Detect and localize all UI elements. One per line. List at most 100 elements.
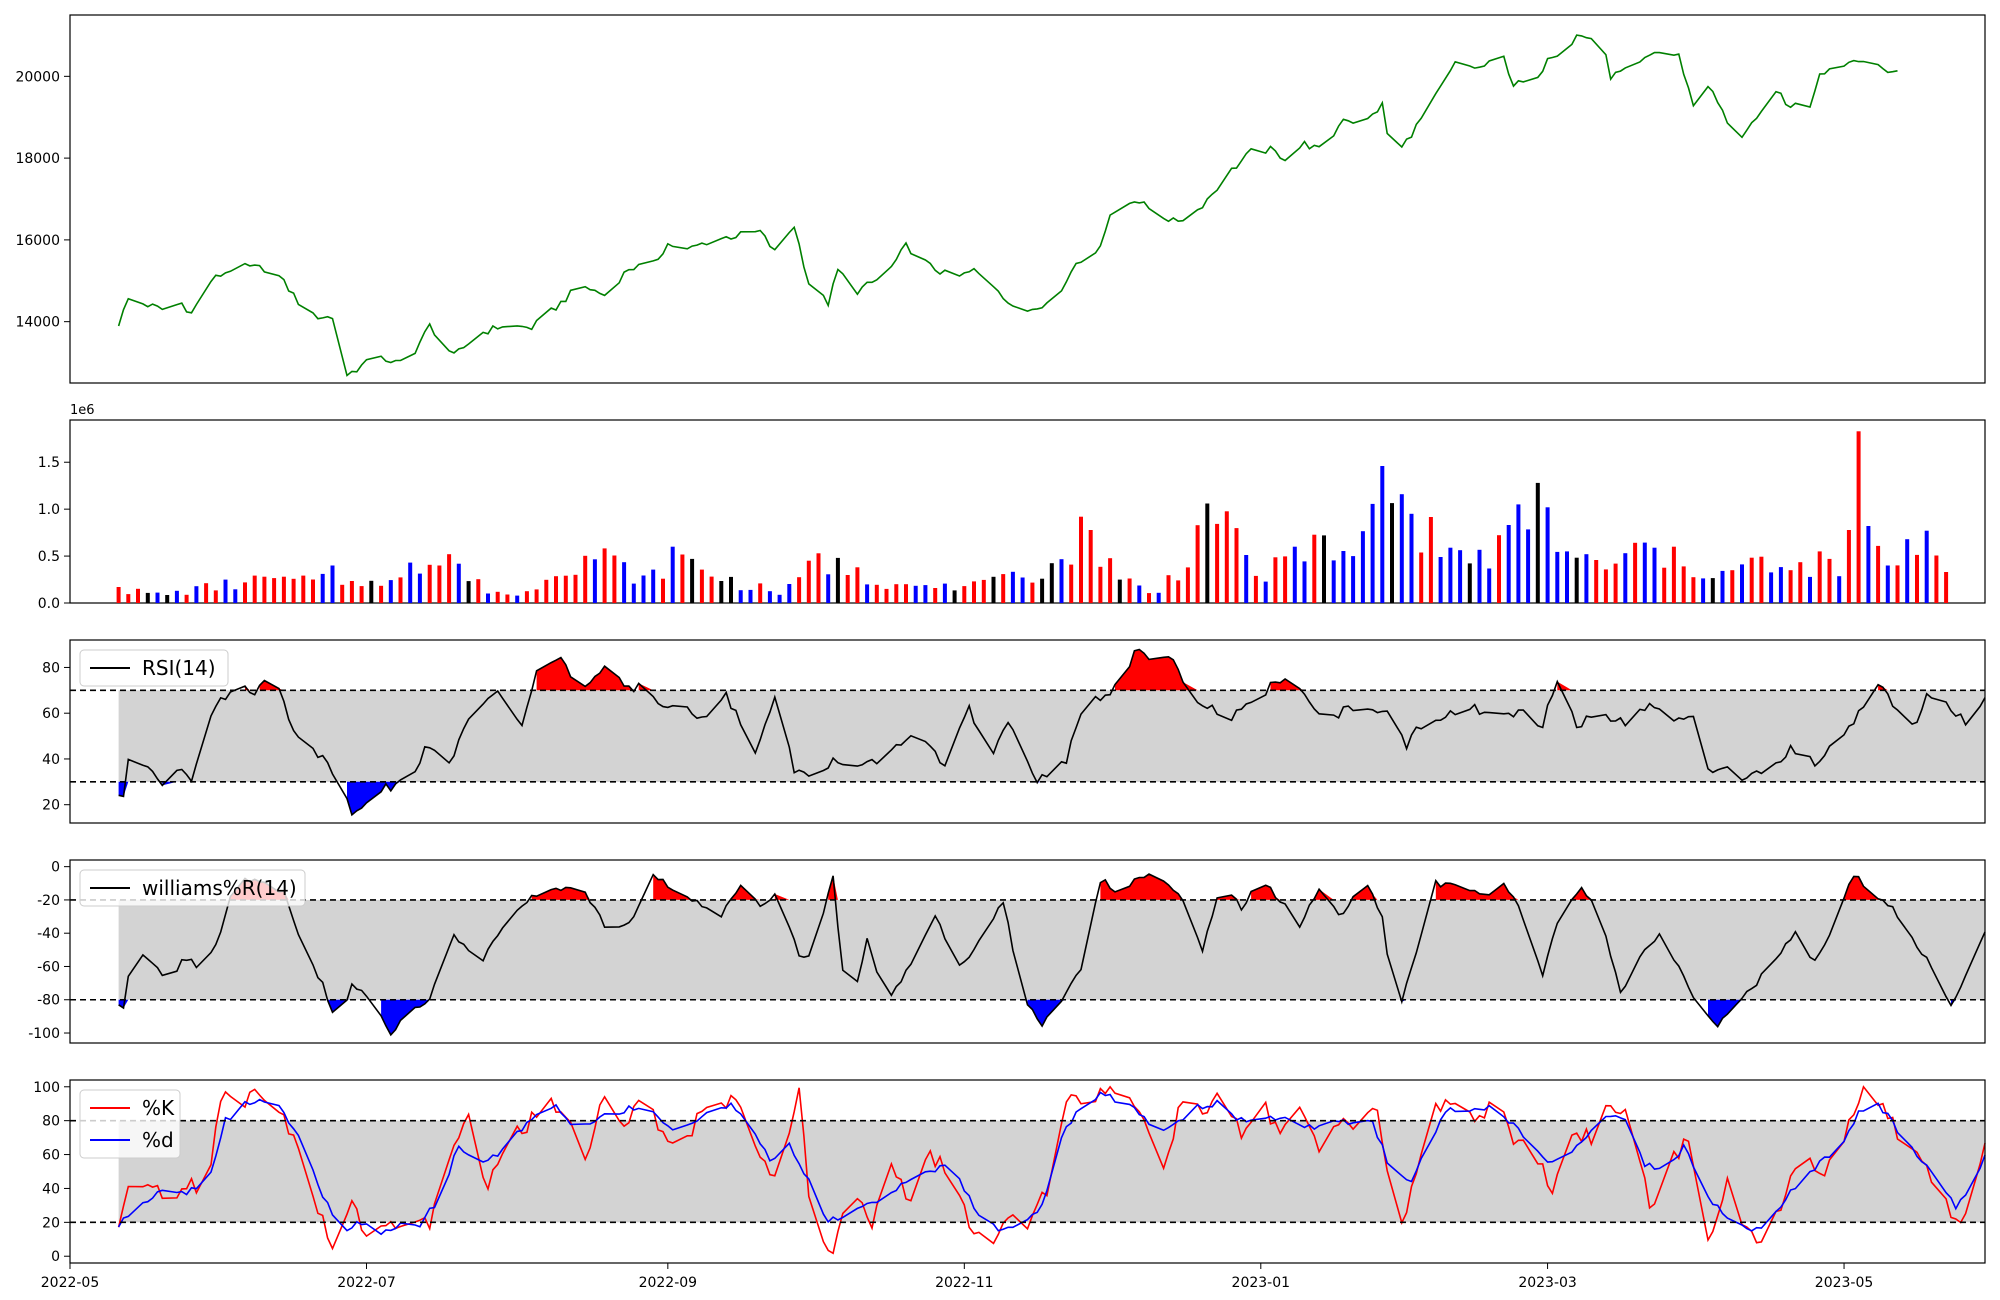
volume-bar — [1808, 576, 1812, 603]
volume-bar — [1020, 577, 1025, 603]
volume-bar — [1292, 546, 1297, 603]
volume-bar — [1545, 507, 1550, 603]
volume-bar — [1603, 569, 1608, 603]
volume-bar — [602, 548, 607, 603]
rsi-ytick-label: 40 — [42, 752, 60, 768]
volume-bar — [1205, 503, 1210, 603]
volume-bar — [1720, 570, 1725, 603]
volume-bar — [1749, 557, 1754, 603]
stochastic-ytick-label: 60 — [42, 1148, 60, 1164]
volume-bar — [1798, 562, 1803, 603]
volume-bar — [1030, 582, 1035, 603]
volume-bar — [1137, 585, 1142, 603]
volume-bar — [1185, 567, 1190, 603]
volume-bar — [311, 579, 315, 603]
volume-bar — [1380, 466, 1385, 603]
volume-bar — [981, 579, 986, 603]
volume-bar — [388, 580, 393, 603]
williams-panel-frame — [69, 859, 1986, 1044]
volume-bar — [826, 574, 831, 603]
rsi-overbought-fill — [638, 683, 654, 691]
volume-bar — [1399, 494, 1404, 603]
volume-bar — [1263, 581, 1268, 603]
volume-bar — [204, 583, 209, 603]
volume-bar — [806, 560, 811, 603]
rsi-overbought-fill — [1115, 649, 1198, 691]
volume-bar — [1555, 551, 1560, 603]
volume-bar — [554, 576, 558, 603]
rsi-oversold-fill — [118, 781, 129, 797]
volume-bar — [1467, 563, 1472, 603]
volume-bar — [1895, 565, 1900, 603]
volume-bar — [1934, 555, 1939, 603]
volume-bar — [1671, 546, 1676, 603]
rsi-overbought-fill — [1270, 679, 1305, 691]
volume-bar — [1302, 561, 1307, 603]
volume-bar — [1458, 550, 1463, 603]
volume-bar — [1730, 570, 1735, 603]
volume-bar — [719, 581, 724, 603]
volume-bar — [855, 567, 860, 603]
volume-bar — [272, 578, 277, 603]
volume-bar — [1740, 564, 1744, 603]
volume-bar — [1817, 551, 1822, 603]
williams-band — [118, 899, 1986, 1000]
volume-bar — [495, 591, 500, 603]
rsi-ytick-label: 20 — [42, 798, 60, 814]
volume-bar — [1535, 482, 1540, 603]
williams-ytick-label: -40 — [37, 926, 60, 942]
volume-bar — [1701, 578, 1706, 603]
volume-bar — [1448, 547, 1453, 603]
volume-bar — [515, 595, 520, 603]
volume-bar — [330, 565, 335, 603]
volume-bar — [816, 553, 821, 603]
rsi-ytick-label: 60 — [42, 706, 60, 722]
volume-bar — [1312, 534, 1317, 603]
williams-ytick-label: -60 — [37, 959, 60, 975]
stochastic-ytick-label: 20 — [42, 1215, 60, 1231]
williams-overbought-fill — [1353, 885, 1378, 900]
volume-bar — [1788, 570, 1793, 603]
volume-bar — [1837, 576, 1842, 603]
volume-bar — [340, 584, 345, 603]
volume-bar — [1273, 557, 1278, 603]
volume-bar — [680, 554, 685, 603]
price-ytick-label: 16000 — [15, 233, 60, 249]
volume-bar — [379, 585, 384, 603]
price-line — [117, 34, 1898, 377]
volume-bar — [583, 555, 588, 603]
volume-bar — [884, 588, 889, 603]
volume-bar — [1662, 567, 1667, 603]
volume-bar — [1594, 560, 1599, 603]
rsi-line — [118, 648, 1986, 817]
volume-bar — [476, 579, 481, 603]
volume-bar — [1526, 529, 1531, 603]
x-tick-label: 2023-01 — [1232, 1275, 1291, 1291]
volume-bar — [1905, 539, 1910, 603]
x-tick-label: 2023-03 — [1518, 1275, 1577, 1291]
volume-bar — [1613, 563, 1618, 603]
volume-offset-label: 1e6 — [70, 403, 95, 418]
stochastic-ytick-label: 80 — [42, 1114, 60, 1130]
volume-bar — [1623, 553, 1628, 603]
volume-bar — [116, 587, 121, 603]
volume-bar — [1710, 578, 1715, 603]
volume-bar — [1351, 556, 1356, 603]
x-tick-label: 2022-05 — [41, 1275, 100, 1291]
volume-bar — [1098, 566, 1103, 603]
volume-bar — [281, 576, 286, 603]
volume-bar — [233, 589, 238, 603]
volume-bar — [544, 579, 549, 603]
volume-bar — [349, 581, 354, 603]
volume-bar — [1944, 572, 1949, 603]
volume-bar — [1584, 554, 1589, 603]
williams-overbought-fill — [653, 874, 693, 900]
volume-bar — [1166, 575, 1171, 603]
volume-panel-frame — [69, 419, 1986, 604]
volume-bar — [1516, 504, 1521, 603]
volume-bar — [1341, 551, 1346, 603]
volume-bar — [126, 594, 131, 603]
volume-bar — [845, 575, 850, 603]
price-ytick-label: 18000 — [15, 151, 60, 167]
